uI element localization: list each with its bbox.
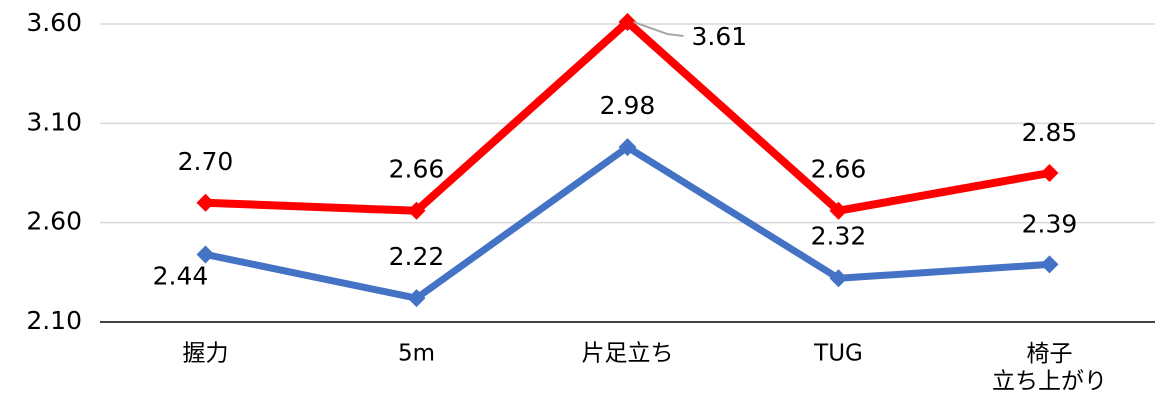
data-label: 2.66 bbox=[389, 155, 445, 184]
marker bbox=[196, 193, 215, 212]
y-tick-label: 3.10 bbox=[26, 107, 82, 136]
leader-line bbox=[633, 21, 684, 38]
data-label: 2.66 bbox=[811, 155, 867, 184]
marker bbox=[196, 245, 215, 264]
marker bbox=[829, 269, 848, 288]
x-tick-label: TUG bbox=[813, 341, 863, 367]
data-label: 2.22 bbox=[389, 242, 445, 271]
y-tick-label: 3.60 bbox=[26, 8, 82, 37]
marker bbox=[618, 138, 637, 157]
marker bbox=[1040, 164, 1059, 182]
data-label: 2.44 bbox=[153, 261, 209, 290]
x-tick-label: 5m bbox=[398, 341, 435, 367]
data-label: 2.39 bbox=[1022, 209, 1078, 238]
data-label: 2.70 bbox=[178, 147, 234, 176]
x-tick-label: 椅子立ち上がり bbox=[992, 341, 1107, 395]
marker bbox=[407, 289, 426, 308]
y-tick-label: 2.60 bbox=[26, 207, 82, 236]
data-label: 2.85 bbox=[1022, 118, 1078, 147]
data-label: 3.61 bbox=[692, 22, 748, 51]
marker bbox=[1040, 255, 1059, 274]
data-label: 2.32 bbox=[811, 221, 867, 250]
x-tick-label: 握力 bbox=[183, 341, 229, 367]
x-tick-label: 片足立ち bbox=[582, 341, 674, 367]
marker bbox=[618, 13, 637, 32]
data-label: 2.98 bbox=[600, 91, 656, 120]
y-tick-label: 2.10 bbox=[26, 306, 82, 335]
marker bbox=[829, 201, 848, 220]
marker bbox=[407, 201, 426, 220]
